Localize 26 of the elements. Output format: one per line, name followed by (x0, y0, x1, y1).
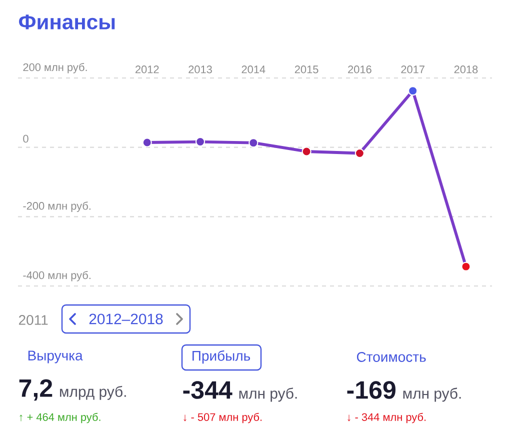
x-tick-label: 2018 (454, 66, 478, 74)
text: -344 (183, 381, 232, 399)
x-tick-label: 2012 (136, 66, 159, 74)
text: млрд руб. (60, 386, 126, 400)
text: ↑ + 464 млн руб. (20, 412, 100, 424)
text: Прибыль (192, 350, 250, 364)
text: млн руб. (239, 388, 297, 402)
x-tick-label: 2013 (188, 66, 212, 74)
y-tick-label: -200 млн руб. (23, 202, 90, 212)
text: 2012–2018 (89, 314, 163, 324)
x-tick-label: 2014 (242, 66, 266, 74)
y-tick-label: -400 млн руб. (23, 270, 90, 282)
x-tick-label: 2015 (294, 66, 318, 74)
x-tick-label: 2017 (401, 66, 424, 74)
y-tick-label: 0 (23, 134, 28, 143)
text: млн руб. (403, 388, 461, 402)
text: ↓ - 507 млн руб. (184, 412, 262, 424)
text: Выручка (28, 350, 83, 364)
text: ↓ - 344 млн руб. (348, 412, 426, 424)
text: 7,2 (19, 379, 52, 401)
y-tick-label: 200 млн руб. (23, 62, 87, 74)
text: Стоимость (356, 352, 426, 362)
text: -169 (347, 381, 396, 399)
chart-title: Финансы (19, 14, 115, 30)
text: 2011 (18, 315, 48, 325)
x-tick-label: 2016 (348, 66, 372, 74)
